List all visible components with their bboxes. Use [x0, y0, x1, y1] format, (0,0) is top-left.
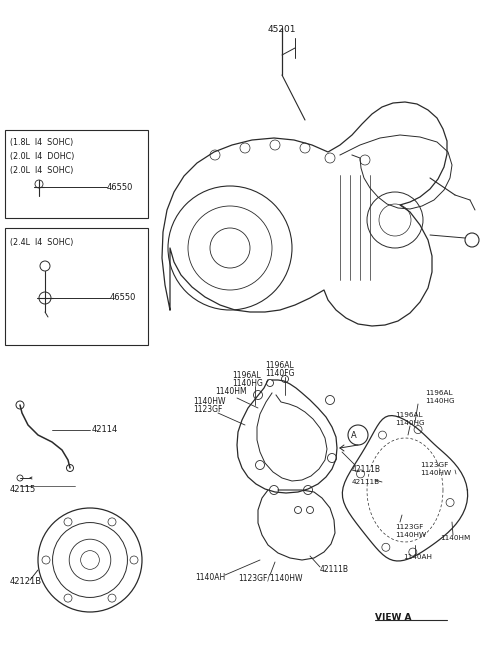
Text: 1196AL: 1196AL — [395, 412, 422, 418]
Text: 1140HG: 1140HG — [425, 398, 455, 404]
Text: 42111B: 42111B — [352, 466, 381, 474]
Text: 42111B: 42111B — [320, 566, 349, 574]
Text: 1123GF: 1123GF — [193, 405, 222, 415]
Text: 42111B: 42111B — [352, 479, 380, 485]
Text: 1140HG: 1140HG — [395, 420, 425, 426]
Text: 1140HW: 1140HW — [395, 532, 426, 538]
Text: 1140HM: 1140HM — [215, 388, 247, 397]
Text: 1140HM: 1140HM — [440, 535, 470, 541]
Text: A: A — [351, 430, 357, 440]
Text: 1123GF: 1123GF — [420, 462, 448, 468]
Text: 1196AL: 1196AL — [425, 390, 453, 396]
Text: 1140HW: 1140HW — [193, 397, 226, 407]
FancyBboxPatch shape — [5, 228, 148, 345]
Text: 46550: 46550 — [110, 294, 136, 302]
Text: VIEW A: VIEW A — [375, 612, 411, 622]
Text: 1123GF: 1123GF — [395, 524, 423, 530]
Text: (2.0L  I4  SOHC): (2.0L I4 SOHC) — [10, 166, 73, 175]
Text: 1196AL: 1196AL — [232, 371, 261, 380]
Text: 1140HG: 1140HG — [232, 378, 263, 388]
Text: 1140HW: 1140HW — [420, 470, 451, 476]
Text: 1140AH: 1140AH — [403, 554, 432, 560]
Text: 45201: 45201 — [268, 26, 297, 35]
Text: (2.4L  I4  SOHC): (2.4L I4 SOHC) — [10, 237, 73, 246]
Text: 42121B: 42121B — [10, 578, 42, 587]
Text: 1123GF/1140HW: 1123GF/1140HW — [238, 574, 302, 583]
Text: 46550: 46550 — [107, 183, 133, 191]
Text: 42114: 42114 — [92, 426, 118, 434]
Text: 1196AL: 1196AL — [265, 361, 294, 369]
Text: (2.0L  I4  DOHC): (2.0L I4 DOHC) — [10, 152, 74, 162]
Text: 1140AH: 1140AH — [195, 574, 225, 583]
Text: 1140FG: 1140FG — [265, 369, 295, 378]
Text: (1.8L  I4  SOHC): (1.8L I4 SOHC) — [10, 139, 73, 148]
FancyBboxPatch shape — [5, 130, 148, 218]
Text: 42115: 42115 — [10, 486, 36, 495]
